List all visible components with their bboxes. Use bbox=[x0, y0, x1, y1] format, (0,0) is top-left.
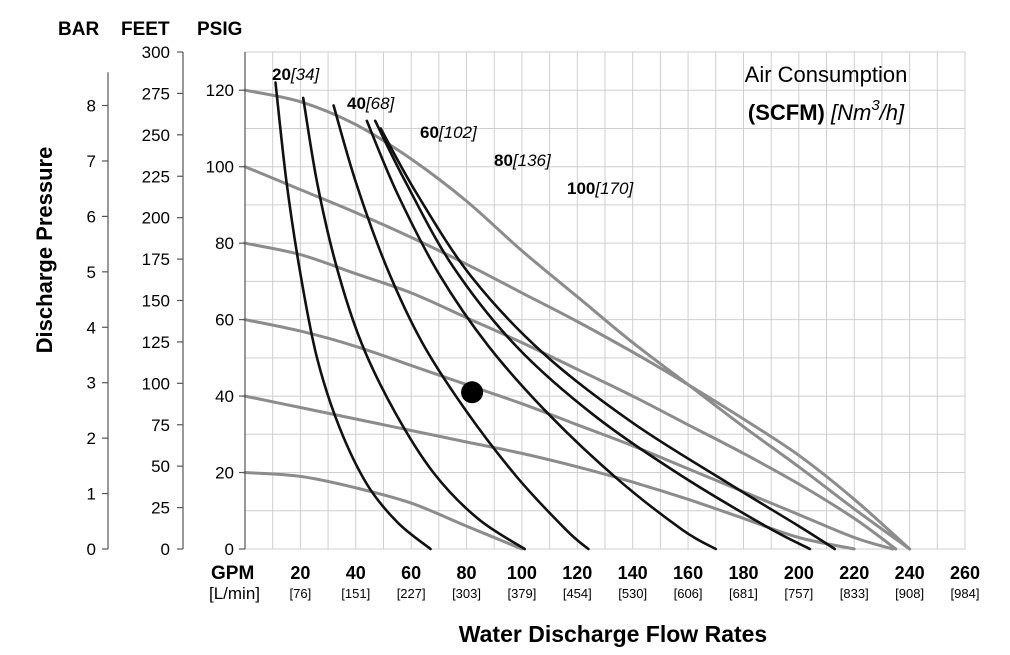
x-tick-label: 100 bbox=[507, 563, 537, 583]
legend-title: Air Consumption bbox=[745, 62, 908, 87]
air-consumption-curve-20 bbox=[274, 81, 432, 551]
air-consumption-curves bbox=[274, 81, 837, 551]
air-label-20: 20[34] bbox=[272, 65, 321, 84]
x-tick-label-alt: [757] bbox=[784, 586, 813, 601]
inlet-pressure-curve bbox=[243, 241, 898, 551]
x-tick-label-alt: [227] bbox=[397, 586, 426, 601]
x-tick-label: 200 bbox=[784, 563, 814, 583]
air-label-100: 100[170] bbox=[567, 179, 634, 198]
air-label-80: 80[136] bbox=[494, 151, 552, 170]
air-consumption-curve-120 bbox=[379, 127, 837, 551]
inlet-pressure-curve bbox=[243, 165, 912, 551]
y-axis-title: Discharge Pressure bbox=[32, 147, 57, 354]
inlet-pressure-curve bbox=[243, 394, 856, 551]
x-unit-alt: [L/min] bbox=[209, 584, 260, 603]
x-tick-label: 80 bbox=[457, 563, 477, 583]
marker-layer bbox=[461, 381, 484, 404]
x-tick-label-alt: [151] bbox=[341, 586, 370, 601]
axis-header-psig: PSIG bbox=[197, 19, 242, 40]
air-label-60: 60[102] bbox=[420, 123, 478, 142]
tick-labels: 0204060801001200255075100125150175200225… bbox=[87, 43, 980, 601]
feet-tick-label: 300 bbox=[142, 43, 170, 62]
x-tick-label-alt: [76] bbox=[290, 586, 312, 601]
bar-tick-label: 7 bbox=[87, 152, 96, 171]
bar-tick-label: 5 bbox=[87, 263, 96, 282]
legend-subtitle: (SCFM) [Nm3/h] bbox=[748, 97, 905, 125]
bar-tick-label: 1 bbox=[87, 485, 96, 504]
x-tick-label-alt: [303] bbox=[452, 586, 481, 601]
air-label-40: 40[68] bbox=[347, 94, 396, 113]
x-tick-label-alt: [908] bbox=[895, 586, 924, 601]
x-tick-label: 240 bbox=[895, 563, 925, 583]
inlet-pressure-curve bbox=[243, 471, 524, 551]
x-tick-label: 220 bbox=[839, 563, 869, 583]
feet-tick-label: 150 bbox=[142, 292, 170, 311]
x-unit-main: GPM bbox=[211, 563, 254, 584]
x-tick-label: 40 bbox=[346, 563, 366, 583]
air-consumption-curve-40 bbox=[301, 96, 526, 551]
air-consumption-curve-60 bbox=[332, 104, 590, 551]
x-tick-label-alt: [379] bbox=[507, 586, 536, 601]
psig-tick-label: 0 bbox=[225, 540, 234, 559]
psig-tick-label: 20 bbox=[215, 464, 234, 483]
feet-tick-label: 275 bbox=[142, 84, 170, 103]
axis-header-feet: FEET bbox=[121, 19, 170, 40]
axis-header-bar: BAR bbox=[58, 19, 99, 40]
x-tick-label: 180 bbox=[728, 563, 758, 583]
feet-tick-label: 200 bbox=[142, 209, 170, 228]
air-consumption-curve-100 bbox=[373, 119, 812, 551]
feet-tick-label: 225 bbox=[142, 167, 170, 186]
x-tick-label-alt: [454] bbox=[563, 586, 592, 601]
feet-tick-label: 250 bbox=[142, 126, 170, 145]
bar-tick-label: 8 bbox=[87, 97, 96, 116]
bar-tick-label: 6 bbox=[87, 207, 96, 226]
psig-tick-label: 40 bbox=[215, 387, 234, 406]
x-tick-label: 140 bbox=[618, 563, 648, 583]
axes bbox=[102, 51, 246, 550]
feet-tick-label: 25 bbox=[151, 499, 170, 518]
feet-tick-label: 0 bbox=[161, 540, 170, 559]
bar-tick-label: 2 bbox=[87, 429, 96, 448]
x-tick-label: 20 bbox=[290, 563, 310, 583]
legend-box: Air Consumption (SCFM) [Nm3/h] bbox=[745, 62, 908, 125]
bar-tick-label: 4 bbox=[87, 318, 96, 337]
inlet-pressure-curve bbox=[243, 88, 912, 551]
x-axis-title: Water Discharge Flow Rates bbox=[459, 621, 767, 647]
x-tick-label-alt: [681] bbox=[729, 586, 758, 601]
x-tick-label-alt: [530] bbox=[618, 586, 647, 601]
feet-tick-label: 75 bbox=[151, 416, 170, 435]
operating-point-marker bbox=[461, 381, 484, 404]
inlet-pressure-curve bbox=[243, 318, 895, 551]
psig-tick-label: 80 bbox=[215, 234, 234, 253]
feet-tick-label: 125 bbox=[142, 333, 170, 352]
psig-tick-label: 120 bbox=[206, 81, 234, 100]
feet-tick-label: 100 bbox=[142, 374, 170, 393]
x-tick-label-alt: [984] bbox=[951, 586, 980, 601]
x-tick-label-alt: [833] bbox=[840, 586, 869, 601]
x-tick-label: 260 bbox=[950, 563, 980, 583]
feet-tick-label: 175 bbox=[142, 250, 170, 269]
x-tick-label-alt: [606] bbox=[674, 586, 703, 601]
bar-tick-label: 0 bbox=[87, 540, 96, 559]
x-tick-label: 160 bbox=[673, 563, 703, 583]
inlet-pressure-curves bbox=[243, 88, 912, 551]
x-tick-label: 60 bbox=[401, 563, 421, 583]
x-tick-label: 120 bbox=[562, 563, 592, 583]
feet-tick-label: 50 bbox=[151, 457, 170, 476]
psig-tick-label: 100 bbox=[206, 158, 234, 177]
psig-tick-label: 60 bbox=[215, 311, 234, 330]
air-consumption-curve-80 bbox=[365, 119, 718, 551]
bar-tick-label: 3 bbox=[87, 374, 96, 393]
